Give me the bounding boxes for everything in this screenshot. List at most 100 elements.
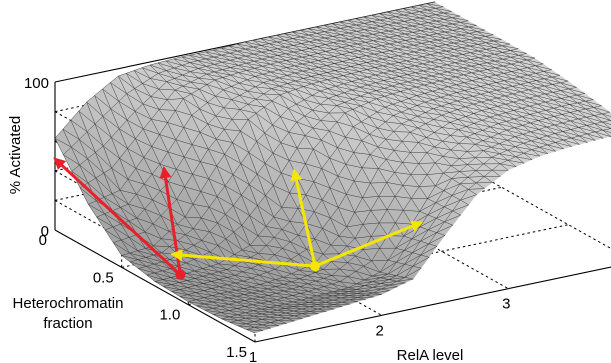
mesh-edge [429, 52, 439, 60]
mesh-diagonal [136, 217, 153, 225]
mesh-diagonal [285, 53, 303, 58]
mesh-diagonal [467, 163, 484, 165]
mesh-diagonal [168, 181, 185, 188]
mesh-edge [347, 255, 356, 272]
mesh-edge [257, 226, 267, 246]
mesh-diagonal [464, 82, 481, 87]
surface-face [386, 172, 403, 197]
surface-face [111, 158, 128, 191]
mesh-edge [262, 79, 272, 89]
mesh-edge [267, 293, 277, 301]
mesh-diagonal [407, 81, 425, 86]
mesh-diagonal [203, 283, 220, 287]
mesh-edge [187, 292, 197, 300]
mesh-diagonal [333, 42, 350, 46]
mesh-diagonal [438, 52, 455, 57]
mesh-diagonal [357, 296, 374, 298]
mesh-diagonal [268, 301, 286, 305]
mesh-diagonal [459, 182, 477, 185]
mesh-diagonal [404, 241, 421, 251]
mesh-edge [267, 286, 277, 294]
mesh-diagonal [472, 80, 489, 85]
mesh-diagonal [342, 54, 359, 58]
mesh-edge [447, 84, 457, 93]
mesh-diagonal [187, 287, 204, 291]
mesh-diagonal [578, 118, 595, 124]
surface-face [272, 94, 289, 117]
mesh-diagonal [420, 24, 437, 28]
mesh-diagonal [503, 65, 520, 70]
mesh-edge [340, 32, 350, 40]
mesh-diagonal [358, 64, 376, 68]
mesh-diagonal [369, 116, 386, 122]
mesh-diagonal [177, 223, 194, 229]
surface-face [290, 235, 307, 255]
mesh-diagonal [465, 116, 483, 121]
mesh-diagonal [253, 53, 271, 58]
mesh-diagonal [190, 81, 208, 85]
mesh-diagonal [277, 41, 294, 46]
surface-face [233, 195, 250, 226]
mesh-diagonal [217, 245, 235, 255]
surface-face [361, 116, 378, 135]
mesh-edge [577, 108, 587, 118]
mesh-diagonal [339, 281, 357, 285]
mesh-diagonal [447, 78, 465, 83]
mesh-edge [405, 44, 415, 53]
mesh-edge [419, 198, 428, 216]
surface-face [280, 92, 297, 109]
mesh-diagonal [280, 116, 297, 123]
mesh-diagonal [274, 269, 292, 274]
surface-face [272, 116, 289, 143]
mesh-diagonal [121, 239, 138, 251]
surface-face [198, 74, 215, 85]
mesh-diagonal [483, 150, 500, 154]
mesh-diagonal [439, 66, 456, 71]
mesh-diagonal [333, 49, 351, 53]
mesh-diagonal [402, 141, 419, 143]
mesh-diagonal [439, 73, 456, 78]
mesh-diagonal [372, 34, 390, 38]
surface-face [282, 241, 299, 260]
mesh-diagonal [135, 168, 153, 175]
mesh-diagonal [357, 50, 375, 55]
mesh-diagonal [165, 60, 183, 66]
mesh-edge [442, 149, 452, 166]
mesh-diagonal [393, 115, 410, 121]
mesh-edge [544, 99, 554, 109]
mesh-diagonal [316, 288, 333, 293]
mesh-diagonal [185, 234, 202, 241]
mesh-diagonal [324, 31, 341, 35]
mesh-diagonal [389, 37, 406, 41]
surface-face [224, 142, 241, 175]
mesh-diagonal [111, 167, 129, 180]
mesh-edge [252, 45, 262, 53]
mesh-diagonal [329, 187, 347, 195]
mesh-edge [381, 57, 391, 65]
mesh-diagonal [420, 30, 438, 34]
mesh-diagonal [181, 56, 198, 61]
mesh-edge [292, 304, 302, 310]
mesh-diagonal [229, 52, 246, 57]
mesh-diagonal [287, 83, 304, 87]
mesh-diagonal [138, 268, 155, 274]
mesh-edge [194, 275, 204, 284]
mesh-diagonal [417, 105, 434, 109]
mesh-diagonal [435, 14, 453, 18]
surface-face [257, 195, 274, 227]
surface-face [425, 108, 442, 120]
mesh-edge [257, 245, 267, 262]
mesh-diagonal [461, 41, 478, 45]
mesh-diagonal [221, 318, 238, 321]
mesh-edge [372, 32, 382, 40]
mesh-diagonal [498, 133, 516, 137]
mesh-edge [392, 101, 402, 113]
surface-face [419, 198, 436, 215]
surface-face [340, 276, 357, 288]
mesh-diagonal [243, 280, 260, 285]
mesh-diagonal [269, 311, 286, 314]
surface-face [192, 191, 210, 218]
mesh-edge [385, 131, 395, 151]
mesh-diagonal [244, 41, 262, 46]
surface-face [103, 137, 120, 169]
